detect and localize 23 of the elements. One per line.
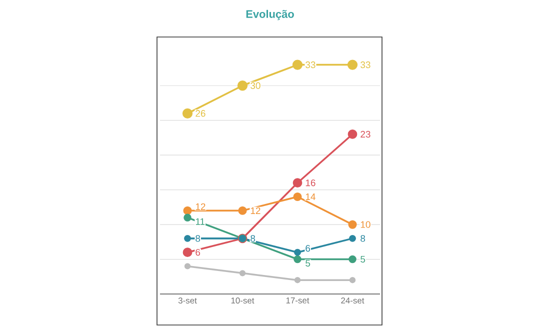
- data-label: 6: [196, 248, 200, 256]
- x-tick-label: 24-set: [341, 298, 364, 304]
- data-label: 8: [360, 235, 366, 242]
- x-tick-label: 10-set: [231, 298, 254, 304]
- data-label: 14: [306, 193, 316, 200]
- chart-title: Evolução: [246, 10, 294, 20]
- data-label: 8: [250, 235, 256, 242]
- data-label: 16: [306, 180, 316, 186]
- data-label: 23: [360, 130, 370, 138]
- data-label: 10: [360, 221, 370, 228]
- data-label: 33: [306, 61, 316, 68]
- data-label: 11: [196, 218, 205, 225]
- data-label: 30: [250, 82, 260, 89]
- x-tick-label: 17-set: [286, 298, 310, 304]
- x-tick-label: 3-set: [178, 298, 197, 304]
- data-label: 8: [196, 235, 200, 242]
- data-label: 5: [360, 256, 366, 263]
- data-label: 26: [196, 110, 206, 117]
- data-label: 12: [250, 207, 260, 214]
- data-label: 6: [306, 244, 310, 252]
- data-label: 12: [196, 203, 206, 210]
- data-label: 33: [360, 61, 370, 68]
- data-label: 5: [306, 260, 310, 267]
